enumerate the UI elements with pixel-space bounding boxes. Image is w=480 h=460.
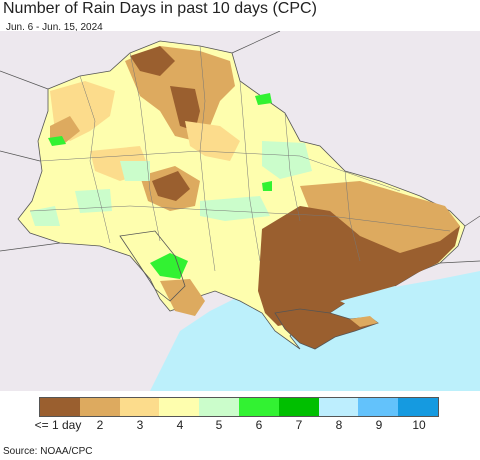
legend-label-3: 3 (136, 418, 144, 432)
north-brown-2 (170, 86, 200, 131)
legend-swatch-9 (358, 398, 399, 416)
sw-green (150, 253, 188, 279)
oblast-borders (29, 45, 451, 272)
legend-swatch-1 (40, 398, 80, 416)
legend-label-10: 10 (412, 418, 426, 432)
legend-swatch-2 (79, 398, 120, 416)
se-brown (258, 206, 460, 326)
azov-sea (340, 286, 410, 311)
legend-labels: <= 1 day 2 3 4 5 6 7 8 9 10 (0, 418, 480, 434)
legend-swatch-3 (119, 398, 160, 416)
legend-label-2: 2 (96, 418, 104, 432)
legend-label-9: 9 (375, 418, 383, 432)
legend-swatch-10 (398, 398, 438, 416)
nw-orange (50, 116, 80, 143)
ne-green (255, 93, 272, 105)
rain-days-map (0, 31, 480, 391)
crimea-tip (350, 316, 378, 327)
sw-orange (160, 279, 205, 316)
legend-label-5: 5 (215, 418, 223, 432)
west-light-green-2 (75, 189, 112, 213)
map-title: Number of Rain Days in past 10 days (CPC… (3, 0, 317, 17)
legend-label-8: 8 (335, 418, 343, 432)
legend-label-1: <= 1 day (34, 418, 82, 432)
legend-label-4: 4 (176, 418, 184, 432)
west-light-green (30, 206, 60, 226)
legend-swatch-4 (159, 398, 200, 416)
neighbour-borders (0, 31, 480, 264)
center-green (262, 181, 272, 191)
legend-label-7: 7 (295, 418, 303, 432)
legend-swatch-7 (278, 398, 319, 416)
source-credit: Source: NOAA/CPC (3, 446, 93, 457)
color-legend (39, 397, 439, 417)
sw-green-light (120, 161, 150, 181)
legend-swatch-8 (318, 398, 359, 416)
legend-label-6: 6 (255, 418, 263, 432)
east-light-green (262, 141, 312, 179)
moldova (119, 230, 186, 302)
nw-green (48, 136, 66, 146)
legend-swatch-6 (238, 398, 279, 416)
north-brown (130, 46, 175, 76)
legend-swatch-5 (199, 398, 239, 416)
central-brown (152, 171, 190, 201)
date-range: Jun. 6 - Jun. 15, 2024 (6, 22, 103, 33)
